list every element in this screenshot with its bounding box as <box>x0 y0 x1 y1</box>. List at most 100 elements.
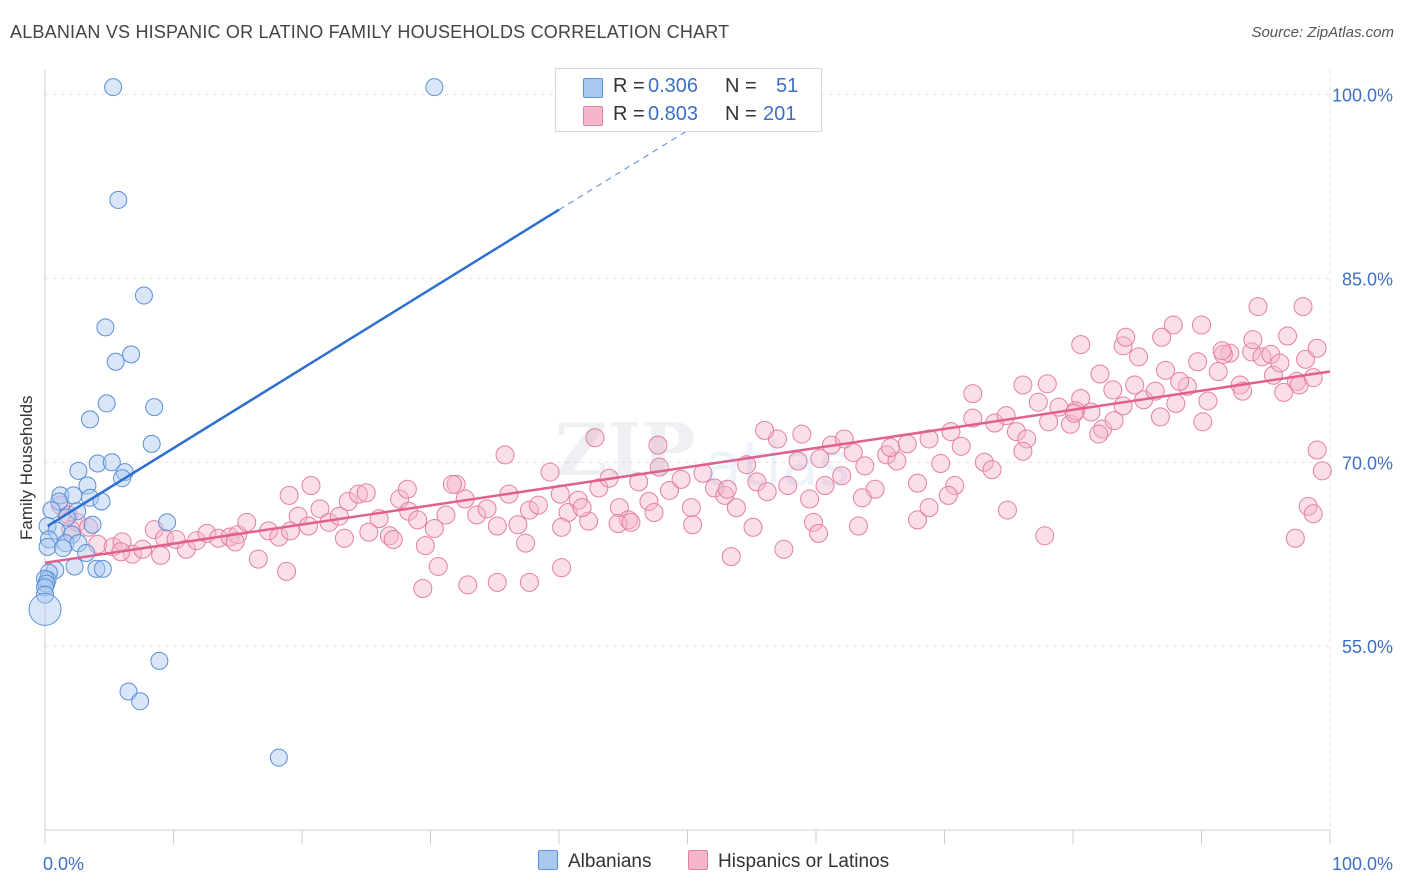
n-value: 51 <box>776 75 799 97</box>
hispanic-point <box>516 533 536 553</box>
hispanic-point <box>436 505 456 525</box>
x-tick-label-min: 0.0% <box>43 854 84 874</box>
hispanic-point <box>755 420 775 440</box>
albanian-point <box>36 578 54 597</box>
albanian-point <box>38 537 57 556</box>
hispanic-points <box>50 297 1332 599</box>
albanian-point <box>150 651 169 670</box>
hispanic-point <box>1104 411 1124 431</box>
albanian-point <box>51 486 70 505</box>
hispanic-point <box>1150 407 1170 427</box>
hispanic-point <box>982 460 1002 480</box>
hispanic-point <box>585 428 605 448</box>
n-label: N = <box>725 75 757 97</box>
hispanic-point <box>1152 327 1172 347</box>
hispanic-point <box>644 503 664 523</box>
hispanic-point <box>810 449 830 469</box>
hispanic-point <box>951 436 971 456</box>
hispanic-point <box>945 476 965 496</box>
albanian-point <box>87 559 106 578</box>
albanian-point <box>53 539 72 558</box>
hispanic-point <box>248 549 268 569</box>
watermark-atlas: atlas <box>705 430 850 500</box>
hispanic-point <box>487 572 507 592</box>
albanian-points <box>28 78 444 767</box>
albanian-point <box>109 190 128 209</box>
hispanic-point <box>974 452 994 472</box>
hispanic-point <box>963 408 983 428</box>
hispanic-point <box>428 556 448 576</box>
hispanic-point <box>1028 392 1048 412</box>
hispanic-point <box>359 522 379 542</box>
hispanic-point <box>1090 364 1110 384</box>
hispanic-point <box>881 438 901 458</box>
albanian-point <box>96 318 115 337</box>
hispanic-point <box>1307 440 1327 460</box>
albanian-point <box>122 345 141 364</box>
hispanic-point <box>747 472 767 492</box>
albanian-point <box>425 78 444 97</box>
hispanic-point <box>589 478 609 498</box>
hispanic-point <box>774 539 794 559</box>
legend-row-albanians: R = 0.306 N = 51 <box>556 73 821 101</box>
hispanic-point <box>151 545 171 565</box>
hispanic-point <box>671 469 691 489</box>
albanian-point <box>80 410 99 429</box>
albanian-trend-extension <box>558 122 701 211</box>
albanian-point <box>104 78 123 97</box>
hispanic-point <box>908 510 928 530</box>
albanian-trend-line <box>46 208 560 528</box>
hispanic-point <box>508 515 528 535</box>
albanians-swatch <box>583 78 603 98</box>
hispanic-point <box>552 558 572 578</box>
albanian-point <box>77 543 96 562</box>
hispanic-point <box>277 561 297 581</box>
hispanic-point <box>1220 343 1240 363</box>
albanian-point <box>88 454 107 473</box>
hispanic-point <box>1248 297 1268 317</box>
r-label: R = <box>613 75 645 97</box>
watermark-zip: ZIP <box>555 407 695 492</box>
hispanic-point <box>1193 412 1213 432</box>
hispanic-point <box>931 453 951 473</box>
x-tick-label-max: 100.0% <box>1332 854 1393 874</box>
source-label: Source: ZipAtlas.com <box>1251 24 1394 41</box>
hispanic-point <box>963 384 983 404</box>
hispanic-point <box>1278 326 1298 346</box>
hispanic-point <box>1208 362 1228 382</box>
hispanic-point <box>938 485 958 505</box>
hispanic-point <box>1037 374 1057 394</box>
albanian-point <box>134 286 153 305</box>
hispanic-point <box>1125 375 1145 395</box>
chart-title: ALBANIAN VS HISPANIC OR LATINO FAMILY HO… <box>10 22 730 42</box>
hispanic-point <box>1192 315 1211 335</box>
hispanic-point <box>1116 327 1136 347</box>
hispanic-point <box>1071 335 1091 355</box>
hispanic-point <box>792 424 812 444</box>
hispanic-point <box>1285 528 1305 548</box>
hispanic-point <box>848 516 868 536</box>
hispanic-point <box>1103 380 1123 400</box>
hispanic-point <box>1156 360 1176 380</box>
hispanic-point <box>67 512 87 532</box>
hispanic-point <box>721 547 741 567</box>
hispanic-point <box>621 512 641 532</box>
albanian-point <box>68 502 87 521</box>
hispanic-point <box>408 510 428 530</box>
hispanic-point <box>279 485 299 505</box>
hispanic-point <box>778 476 798 496</box>
hispanic-point <box>852 488 872 508</box>
hispanics-legend-label: Hispanics or Latinos <box>718 851 890 872</box>
hispanic-point <box>618 510 638 530</box>
hispanic-point <box>519 500 539 520</box>
hispanic-point <box>1293 297 1313 317</box>
hispanic-point <box>1198 391 1218 411</box>
albanian-point <box>102 453 121 472</box>
hispanic-point <box>683 515 703 535</box>
n-value: 201 <box>763 103 797 125</box>
legend-item-albanians: Albanians <box>538 850 651 873</box>
hispanic-point <box>415 536 435 556</box>
axes <box>44 70 1331 844</box>
hispanic-point <box>383 529 403 549</box>
